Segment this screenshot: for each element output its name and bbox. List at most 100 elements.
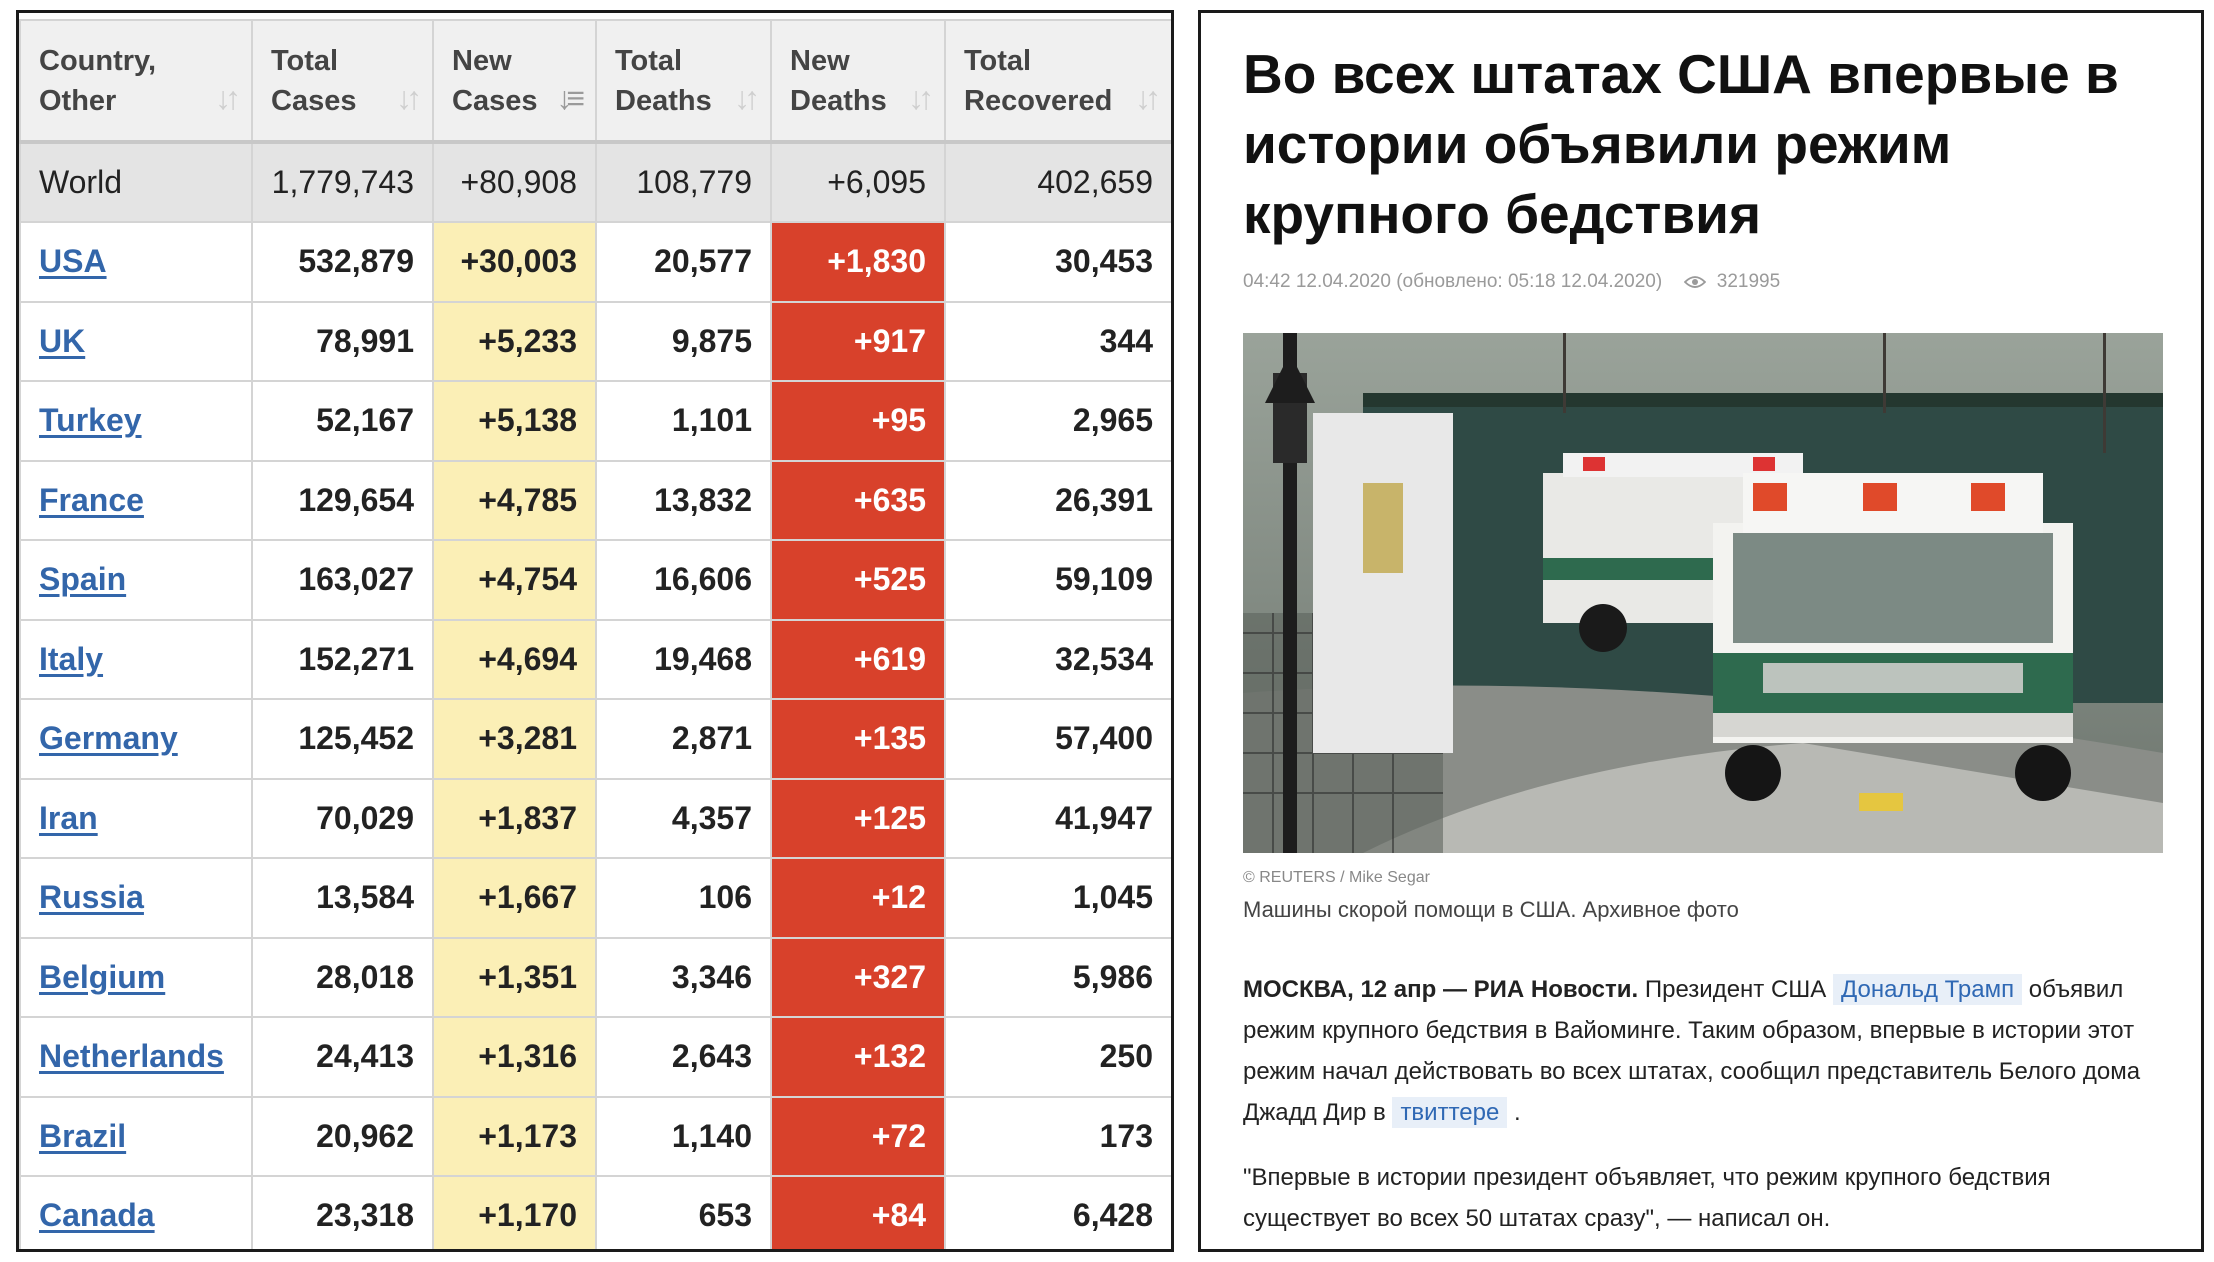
table-row: Netherlands 24,413 +1,316 2,643 +132 250	[19, 1016, 1171, 1098]
header-new-deaths[interactable]: New Deaths ↓↑	[770, 19, 946, 144]
sort-desc-icon[interactable]: ↓≡	[556, 80, 585, 116]
new-cases-cell: +1,316	[432, 1016, 597, 1098]
country-link[interactable]: Spain	[39, 561, 127, 598]
table-row: Spain 163,027 +4,754 16,606 +525 59,109	[19, 539, 1171, 621]
new-cases-cell: +30,003	[432, 221, 597, 303]
table-row: Belgium 28,018 +1,351 3,346 +327 5,986	[19, 936, 1171, 1018]
country-link[interactable]: Belgium	[39, 958, 166, 995]
total-cases-cell: 163,027	[251, 539, 434, 621]
sort-icon[interactable]: ↓↑	[908, 80, 934, 116]
new-deaths-cell: +525	[770, 539, 946, 621]
table-row: Iran 70,029 +1,837 4,357 +125 41,947	[19, 777, 1171, 859]
new-deaths-cell: +619	[770, 618, 946, 700]
total-recovered-cell: 30,453	[944, 221, 1171, 303]
table-row: Brazil 20,962 +1,173 1,140 +72 173	[19, 1095, 1171, 1177]
total-recovered-cell: 250	[944, 1016, 1171, 1098]
total-recovered-cell: 26,391	[944, 459, 1171, 541]
world-total-recovered: 402,659	[944, 141, 1171, 223]
new-cases-cell: +4,694	[432, 618, 597, 700]
total-deaths-cell: 3,346	[595, 936, 772, 1018]
table-row: France 129,654 +4,785 13,832 +635 26,391	[19, 459, 1171, 541]
lead-text: Президент США	[1638, 976, 1833, 1003]
sort-icon[interactable]: ↓↑	[396, 80, 422, 116]
country-link[interactable]: USA	[39, 243, 107, 280]
total-deaths-cell: 2,643	[595, 1016, 772, 1098]
country-link[interactable]: Turkey	[39, 402, 142, 439]
new-deaths-cell: +135	[770, 698, 946, 780]
new-deaths-cell: +84	[770, 1175, 946, 1249]
table-row: USA 532,879 +30,003 20,577 +1,830 30,453	[19, 221, 1171, 303]
header-total-cases[interactable]: Total Cases ↓↑	[251, 19, 434, 144]
total-deaths-cell: 4,357	[595, 777, 772, 859]
total-cases-cell: 532,879	[251, 221, 434, 303]
total-recovered-cell: 57,400	[944, 698, 1171, 780]
article-meta: 04:42 12.04.2020 (обновлено: 05:18 12.04…	[1243, 271, 1780, 295]
table-row: Italy 152,271 +4,694 19,468 +619 32,534	[19, 618, 1171, 700]
new-cases-cell: +4,754	[432, 539, 597, 621]
country-cell: Russia	[19, 857, 253, 939]
sort-icon[interactable]: ↓↑	[734, 80, 760, 116]
country-cell: Canada	[19, 1175, 253, 1249]
new-cases-cell: +5,233	[432, 300, 597, 382]
sort-icon[interactable]: ↓↑	[215, 80, 241, 116]
article-title: Во всех штатах США впервые в истории объ…	[1243, 43, 2119, 245]
coronavirus-table-panel: Country, Other ↓↑ Total Cases ↓↑ New Cases ↓≡ …	[16, 10, 1174, 1252]
table-row: Turkey 52,167 +5,138 1,101 +95 2,965	[19, 380, 1171, 462]
tag-link-twitter[interactable]: твиттере	[1392, 1097, 1508, 1128]
country-cell: Belgium	[19, 936, 253, 1018]
country-link[interactable]: Russia	[39, 879, 144, 916]
new-cases-cell: +1,173	[432, 1095, 597, 1177]
world-total-deaths: 108,779	[595, 141, 772, 223]
view-count: 321995	[1716, 271, 1781, 292]
world-new-cases: +80,908	[432, 141, 597, 223]
country-link[interactable]: UK	[39, 322, 86, 359]
photo-credit: © REUTERS / Mike Segar	[1243, 869, 1430, 886]
total-deaths-cell: 19,468	[595, 618, 772, 700]
cases-table: Country, Other ↓↑ Total Cases ↓↑ New Cases ↓≡ …	[19, 19, 1171, 1249]
new-deaths-cell: +12	[770, 857, 946, 939]
table-row: Russia 13,584 +1,667 106 +12 1,045	[19, 857, 1171, 939]
country-link[interactable]: Canada	[39, 1197, 155, 1234]
total-recovered-cell: 173	[944, 1095, 1171, 1177]
total-cases-cell: 20,962	[251, 1095, 434, 1177]
country-link[interactable]: Brazil	[39, 1117, 127, 1154]
new-deaths-cell: +72	[770, 1095, 946, 1177]
new-cases-cell: +1,667	[432, 857, 597, 939]
country-cell: France	[19, 459, 253, 541]
new-cases-cell: +1,170	[432, 1175, 597, 1249]
dateline: МОСКВА, 12 апр — РИА Новости.	[1243, 976, 1639, 1003]
total-cases-cell: 23,318	[251, 1175, 434, 1249]
country-cell: USA	[19, 221, 253, 303]
country-link[interactable]: Italy	[39, 640, 104, 677]
total-recovered-cell: 2,965	[944, 380, 1171, 462]
country-cell: Netherlands	[19, 1016, 253, 1098]
world-total-cases: 1,779,743	[251, 141, 434, 223]
country-link[interactable]: Germany	[39, 720, 178, 757]
country-link[interactable]: Iran	[39, 799, 98, 836]
header-total-recovered[interactable]: Total Recovered ↓↑	[944, 19, 1171, 144]
new-deaths-cell: +1,830	[770, 221, 946, 303]
header-total-deaths[interactable]: Total Deaths ↓↑	[595, 19, 772, 144]
table-row: Canada 23,318 +1,170 653 +84 6,428	[19, 1175, 1171, 1249]
new-cases-cell: +5,138	[432, 380, 597, 462]
total-cases-cell: 152,271	[251, 618, 434, 700]
new-cases-cell: +1,837	[432, 777, 597, 859]
ambulance-photo[interactable]	[1243, 333, 2163, 853]
eye-icon	[1683, 273, 1706, 295]
country-cell: Italy	[19, 618, 253, 700]
header-new-cases[interactable]: New Cases ↓≡	[432, 19, 597, 144]
news-article-panel: Во всех штатах США впервые в истории объ…	[1198, 10, 2204, 1252]
country-link[interactable]: France	[39, 481, 144, 518]
country-link[interactable]: Netherlands	[39, 1038, 224, 1075]
country-cell: Germany	[19, 698, 253, 780]
table-row: Germany 125,452 +3,281 2,871 +135 57,400	[19, 698, 1171, 780]
article-lead: МОСКВА, 12 апр — РИА Новости. Президент …	[1243, 969, 2173, 1133]
sort-icon[interactable]: ↓↑	[1135, 80, 1161, 116]
header-country[interactable]: Country, Other ↓↑	[19, 19, 253, 144]
world-name: World	[19, 141, 253, 223]
total-recovered-cell: 59,109	[944, 539, 1171, 621]
new-deaths-cell: +95	[770, 380, 946, 462]
country-cell: Spain	[19, 539, 253, 621]
tag-link-trump[interactable]: Дональд Трамп	[1832, 974, 2023, 1005]
total-cases-cell: 125,452	[251, 698, 434, 780]
